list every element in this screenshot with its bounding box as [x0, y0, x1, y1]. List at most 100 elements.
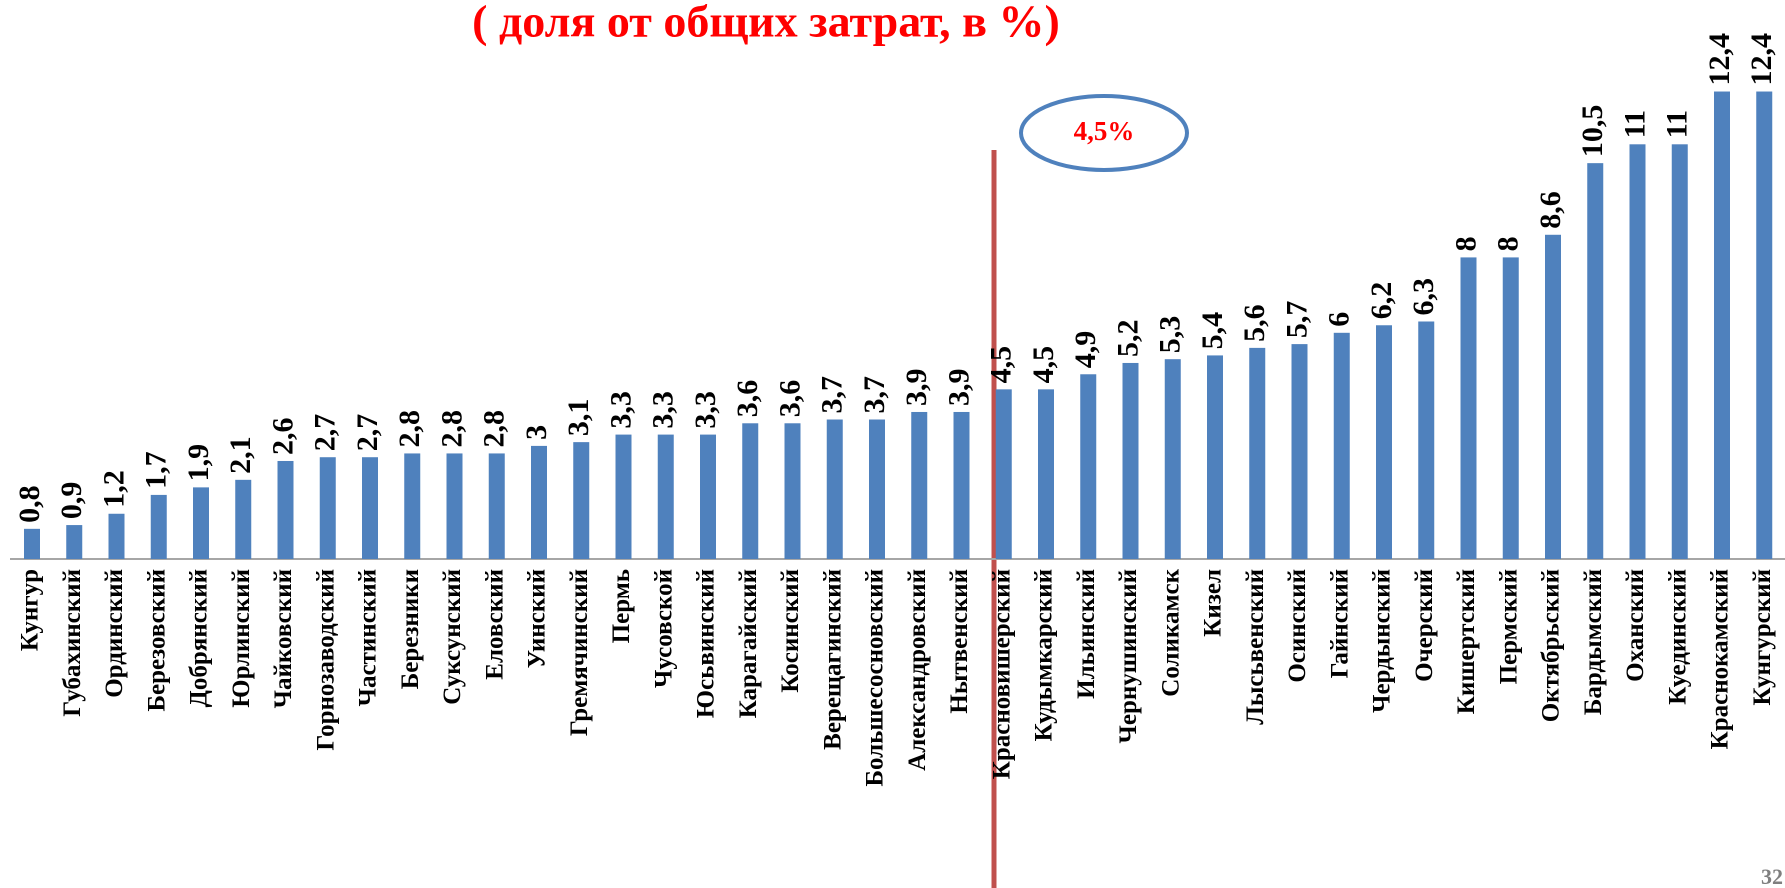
- data-label: 2,7: [351, 414, 384, 452]
- bar: [1376, 325, 1392, 559]
- x-tick-label: Верещагинский: [819, 569, 846, 750]
- data-label: 2,7: [309, 414, 342, 452]
- x-tick-label: Кунгурский: [1749, 569, 1776, 705]
- annotation-ellipse: [1019, 94, 1189, 172]
- data-label: 6: [1323, 312, 1356, 327]
- bar: [1333, 332, 1350, 559]
- bar: [657, 434, 674, 559]
- data-label: 2,8: [478, 410, 511, 448]
- data-label: 3,6: [773, 380, 806, 418]
- x-tick-label: Кудымкарский: [1031, 569, 1058, 741]
- data-label: 6,3: [1407, 278, 1440, 316]
- data-label: 6,2: [1365, 282, 1398, 320]
- data-label: 0,9: [55, 482, 88, 520]
- data-label: 11: [1661, 110, 1694, 138]
- data-label: 2,1: [224, 436, 257, 474]
- bar: [1756, 91, 1773, 560]
- x-tick-label: Губахинский: [59, 569, 86, 717]
- x-tick-label: Куединский: [1664, 569, 1691, 705]
- data-label: 3,3: [647, 391, 680, 429]
- data-label: 2,8: [435, 410, 468, 448]
- x-tick-label: Лысьвенский: [1242, 569, 1269, 725]
- annotation: 4,5%: [1074, 116, 1135, 146]
- x-tick-label: Бардымский: [1580, 569, 1607, 715]
- bar: [1460, 257, 1477, 559]
- bar: [742, 423, 759, 559]
- bar: [1249, 347, 1266, 559]
- data-label: 1,9: [182, 444, 215, 482]
- data-label: 3,9: [942, 368, 975, 406]
- chart-title: ( доля от общих затрат, в %): [472, 0, 1060, 47]
- x-tick-label: Осинский: [1284, 569, 1311, 683]
- bar: [1207, 355, 1223, 559]
- data-label: 4,9: [1069, 331, 1102, 369]
- data-label: 3,1: [562, 399, 595, 437]
- bar: [1502, 257, 1519, 559]
- bar: [1164, 359, 1181, 559]
- x-tick-label: Чердынский: [1369, 569, 1396, 713]
- x-tick-label: Косинский: [777, 569, 804, 693]
- bar: [953, 411, 970, 559]
- bar: [108, 513, 125, 559]
- data-label: 5,4: [1196, 312, 1229, 350]
- data-label: 3,9: [900, 368, 933, 406]
- bar: [1080, 374, 1097, 559]
- bar: [404, 453, 421, 559]
- data-label: 8: [1492, 236, 1525, 251]
- data-label: 1,2: [97, 470, 130, 508]
- x-tick-label: Чернушинский: [1115, 569, 1142, 743]
- bar: [277, 460, 294, 559]
- bar: [700, 434, 716, 559]
- x-tick-label: Оханский: [1622, 569, 1649, 682]
- data-label: 0,8: [13, 485, 46, 523]
- data-label: 2,8: [393, 410, 426, 448]
- bar: [1418, 321, 1435, 559]
- bar: [995, 389, 1012, 559]
- bar: [446, 453, 463, 559]
- bar: [826, 419, 843, 559]
- x-tick-label: Кизел: [1200, 569, 1227, 637]
- data-label: 5,7: [1280, 301, 1313, 339]
- page-number: 32: [1761, 864, 1783, 888]
- x-tick-label: Юсьвинский: [693, 569, 720, 718]
- bar: [615, 434, 632, 559]
- x-tick-label: Суксунский: [439, 569, 466, 705]
- x-tick-label: Гайнский: [1326, 569, 1353, 678]
- bar: [1587, 163, 1604, 559]
- x-tick-label: Кишертский: [1453, 569, 1480, 714]
- data-label: 11: [1618, 110, 1651, 138]
- bar: [235, 479, 252, 559]
- bar: [1714, 91, 1730, 560]
- x-tick-label: Березники: [397, 569, 424, 689]
- data-label: 5,2: [1111, 319, 1144, 357]
- x-tick-label: Нытвенский: [946, 569, 973, 714]
- bar: [869, 419, 885, 559]
- x-tick-label: Гремячинский: [566, 569, 593, 736]
- data-label: 8,6: [1534, 191, 1567, 229]
- x-tick-label: Добрянский: [186, 569, 213, 707]
- data-label: 4,5: [985, 346, 1018, 384]
- data-label: 4,5: [1027, 346, 1060, 384]
- bar: [1122, 362, 1139, 559]
- bar: [150, 494, 167, 559]
- data-label: 1,7: [140, 451, 173, 489]
- x-tick-label: Карагайский: [735, 569, 762, 718]
- x-tick-label: Пермский: [1495, 569, 1522, 684]
- data-label: 8: [1449, 236, 1482, 251]
- x-tick-label: Еловский: [481, 569, 508, 680]
- bar: [1629, 144, 1646, 560]
- data-label: 5,3: [1154, 316, 1187, 354]
- data-label: 10,5: [1576, 105, 1609, 158]
- data-label: 5,6: [1238, 304, 1271, 342]
- x-tick-label: Пермь: [608, 569, 635, 643]
- data-label: 12,4: [1745, 33, 1778, 86]
- bar: [784, 423, 801, 559]
- x-tick-label: Очерский: [1411, 569, 1438, 682]
- data-label: 3,3: [689, 391, 722, 429]
- data-label: 3: [520, 425, 553, 440]
- x-tick-label: Красновишерский: [988, 569, 1015, 779]
- data-label: 3,3: [604, 391, 637, 429]
- x-tick-label: Уинский: [524, 569, 551, 668]
- bar: [66, 525, 83, 559]
